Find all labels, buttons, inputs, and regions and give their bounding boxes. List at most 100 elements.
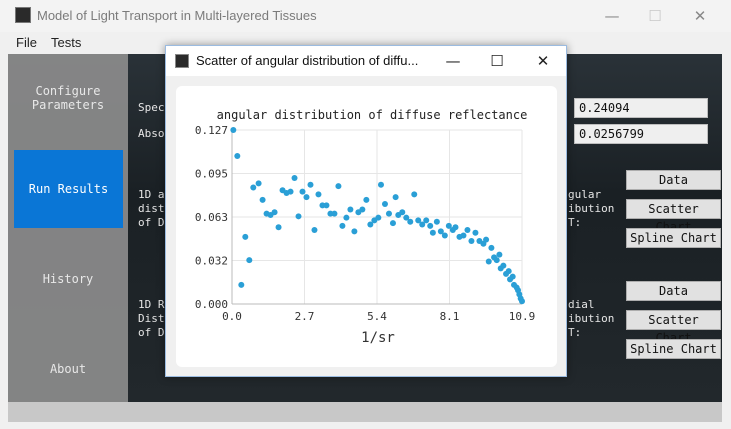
- scatter-point: [323, 202, 330, 209]
- scatter-point: [375, 214, 382, 221]
- scatter-point: [392, 194, 399, 201]
- scatter-point: [483, 236, 490, 243]
- scatter-point: [331, 210, 338, 217]
- scatter-point: [238, 281, 245, 288]
- x-tick-label: 10.9: [509, 310, 536, 323]
- scatter-point: [399, 209, 406, 216]
- main-titlebar[interactable]: Model of Light Transport in Multi-layere…: [0, 0, 731, 32]
- x-axis-label: 1/sr: [361, 330, 395, 346]
- scatter-point: [441, 232, 448, 239]
- scatter-point: [335, 183, 342, 190]
- specular-value-field[interactable]: 0.24094: [574, 98, 708, 118]
- scatter-chart-dialog: Scatter of angular distribution of diffu…: [165, 45, 567, 377]
- x-tick-label: 5.4: [367, 310, 387, 323]
- data-points: [230, 127, 525, 305]
- sidebar-item-history[interactable]: History: [42, 272, 94, 286]
- angular-spline-chart-button[interactable]: Spline Chart: [626, 228, 721, 248]
- scatter-point: [343, 214, 350, 221]
- scatter-point: [367, 221, 374, 228]
- scatter-point: [437, 228, 444, 235]
- chart-axes: [231, 130, 522, 305]
- angular-section-label-right: gular ibution T:: [568, 188, 615, 229]
- dialog-title: Scatter of angular distribution of diffu…: [196, 53, 419, 68]
- scatter-point: [381, 200, 388, 207]
- x-tick-label: 2.7: [295, 310, 315, 323]
- scatter-point: [377, 181, 384, 188]
- scatter-point: [351, 228, 358, 235]
- scatter-point: [488, 244, 495, 251]
- chart-card: angular distribution of diffuse reflecta…: [176, 86, 557, 367]
- y-tick-label: 0.095: [195, 168, 228, 181]
- scatter-point: [299, 188, 306, 195]
- sidebar: Configure Parameters Run Results History…: [8, 54, 128, 402]
- scatter-point: [468, 237, 475, 244]
- scatter-point: [433, 218, 440, 225]
- scatter-point: [287, 188, 294, 195]
- scatter-point: [255, 180, 262, 187]
- sidebar-item-run-results[interactable]: Run Results: [14, 150, 123, 228]
- sidebar-item-label: Configure: [35, 84, 101, 98]
- scatter-point: [460, 232, 467, 239]
- scatter-point: [389, 220, 396, 227]
- dialog-app-icon: [175, 54, 189, 68]
- scatter-point: [385, 210, 392, 217]
- scatter-point: [271, 209, 278, 216]
- y-tick-label: 0.000: [195, 298, 228, 311]
- sidebar-item-about[interactable]: About: [49, 362, 87, 376]
- scatter-point: [246, 257, 253, 264]
- scatter-point: [359, 206, 366, 213]
- y-tick-labels: 0.000 0.032 0.063 0.095 0.127: [195, 124, 228, 311]
- absorbed-label: Abso: [138, 127, 165, 140]
- scatter-point: [445, 222, 452, 229]
- dialog-maximize-button[interactable]: ☐: [490, 52, 504, 70]
- specular-label: Spec: [138, 101, 165, 114]
- status-bar: [8, 402, 722, 422]
- scatter-point: [423, 217, 430, 224]
- scatter-point: [509, 273, 516, 280]
- close-button[interactable]: ✕: [693, 7, 707, 25]
- scatter-point: [505, 268, 512, 275]
- scatter-point: [464, 227, 471, 234]
- scatter-point: [230, 127, 237, 133]
- y-tick-label: 0.032: [195, 255, 228, 268]
- scatter-chart[interactable]: angular distribution of diffuse reflecta…: [176, 86, 557, 367]
- angular-data-button[interactable]: Data: [626, 170, 721, 190]
- scatter-point: [452, 224, 459, 231]
- scatter-point: [347, 206, 354, 213]
- scatter-point: [234, 153, 241, 160]
- sidebar-item-configure-parameters[interactable]: Configure Parameters: [8, 84, 128, 120]
- scatter-point: [493, 257, 500, 264]
- y-tick-label: 0.127: [195, 124, 228, 137]
- main-window-title: Model of Light Transport in Multi-layere…: [37, 8, 317, 23]
- dialog-minimize-button[interactable]: —: [445, 52, 461, 70]
- radial-spline-chart-button[interactable]: Spline Chart: [626, 339, 721, 359]
- scatter-point: [427, 222, 434, 229]
- scatter-point: [429, 229, 436, 236]
- menu-file[interactable]: File: [16, 35, 37, 50]
- maximize-button[interactable]: ☐: [648, 7, 662, 25]
- scatter-point: [242, 233, 249, 240]
- x-tick-label: 0.0: [222, 310, 242, 323]
- dialog-titlebar[interactable]: Scatter of angular distribution of diffu…: [166, 46, 566, 76]
- menu-tests[interactable]: Tests: [51, 35, 82, 50]
- minimize-button[interactable]: —: [604, 7, 620, 25]
- scatter-point: [403, 214, 410, 221]
- chart-title: angular distribution of diffuse reflecta…: [217, 108, 528, 122]
- y-tick-label: 0.063: [195, 211, 228, 224]
- radial-scatter-chart-button[interactable]: Scatter Chart: [626, 310, 721, 345]
- scatter-point: [307, 181, 314, 188]
- scatter-point: [419, 221, 426, 228]
- scatter-point: [303, 194, 310, 201]
- scatter-point: [295, 213, 302, 220]
- angular-scatter-chart-button[interactable]: Scatter Chart: [626, 199, 721, 234]
- angular-section-label: 1D a dist of D: [138, 188, 165, 229]
- scatter-point: [411, 191, 418, 198]
- radial-data-button[interactable]: Data: [626, 281, 721, 301]
- x-tick-label: 8.1: [440, 310, 460, 323]
- absorbed-value-field[interactable]: 0.0256799: [574, 124, 708, 144]
- scatter-point: [291, 174, 298, 181]
- scatter-point: [485, 258, 492, 265]
- dialog-close-button[interactable]: ✕: [536, 52, 550, 70]
- scatter-point: [500, 262, 507, 269]
- x-tick-labels: 0.0 2.7 5.4 8.1 10.9: [222, 310, 535, 323]
